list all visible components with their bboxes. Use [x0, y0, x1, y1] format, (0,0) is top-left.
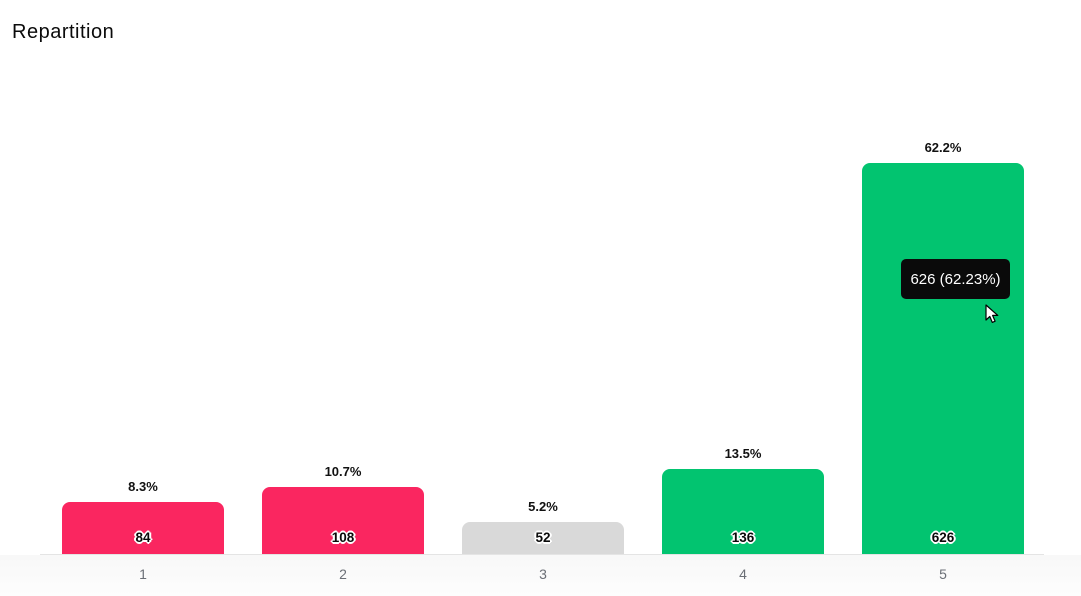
- chart-title: Repartition: [12, 21, 115, 43]
- x-axis-label: 4: [739, 566, 747, 582]
- bar-value-label: 52: [535, 530, 551, 545]
- bar-value-label: 136: [731, 530, 755, 545]
- cursor-pointer: [985, 304, 999, 323]
- x-axis-label: 5: [939, 566, 947, 582]
- bar[interactable]: [462, 521, 624, 554]
- tooltip-text: 626 (62.23%): [910, 270, 1001, 288]
- x-axis-line: [40, 554, 1044, 555]
- bar-percent-label: 62.2%: [924, 140, 962, 155]
- x-axis-label: 3: [539, 566, 547, 582]
- bar-percent-label: 5.2%: [528, 498, 558, 514]
- bar-value-label: 108: [331, 530, 355, 545]
- bar[interactable]: [862, 163, 1024, 554]
- x-axis-label: 2: [339, 566, 347, 582]
- bar-value-label: 84: [135, 530, 151, 545]
- bar[interactable]: [662, 469, 824, 554]
- axis-footer-band: [0, 555, 1081, 596]
- bar-percent-label: 10.7%: [324, 463, 362, 479]
- x-axis-label: 1: [139, 566, 147, 582]
- bar-percent-label: 8.3%: [128, 478, 158, 494]
- tooltip: 626 (62.23%): [901, 259, 1010, 299]
- bar[interactable]: [262, 486, 424, 554]
- bar-percent-label: 13.5%: [724, 446, 762, 462]
- bar[interactable]: [62, 501, 224, 554]
- bar-value-label: 626: [931, 530, 955, 545]
